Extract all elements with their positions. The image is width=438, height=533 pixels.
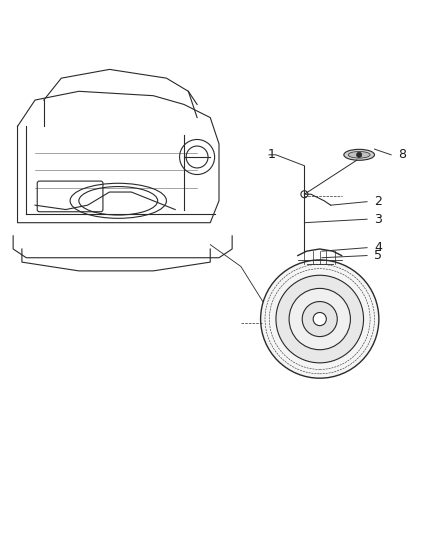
Circle shape xyxy=(302,302,337,336)
Circle shape xyxy=(357,152,362,157)
Circle shape xyxy=(313,312,326,326)
Text: 8: 8 xyxy=(399,148,406,161)
Circle shape xyxy=(289,288,350,350)
Text: 2: 2 xyxy=(374,195,382,208)
Text: 3: 3 xyxy=(374,213,382,225)
Text: 5: 5 xyxy=(374,249,382,262)
Circle shape xyxy=(301,191,308,198)
Text: 1: 1 xyxy=(267,148,275,161)
Circle shape xyxy=(261,260,379,378)
Text: 4: 4 xyxy=(374,241,382,254)
Ellipse shape xyxy=(348,151,370,158)
Ellipse shape xyxy=(344,149,374,160)
Circle shape xyxy=(276,275,364,363)
